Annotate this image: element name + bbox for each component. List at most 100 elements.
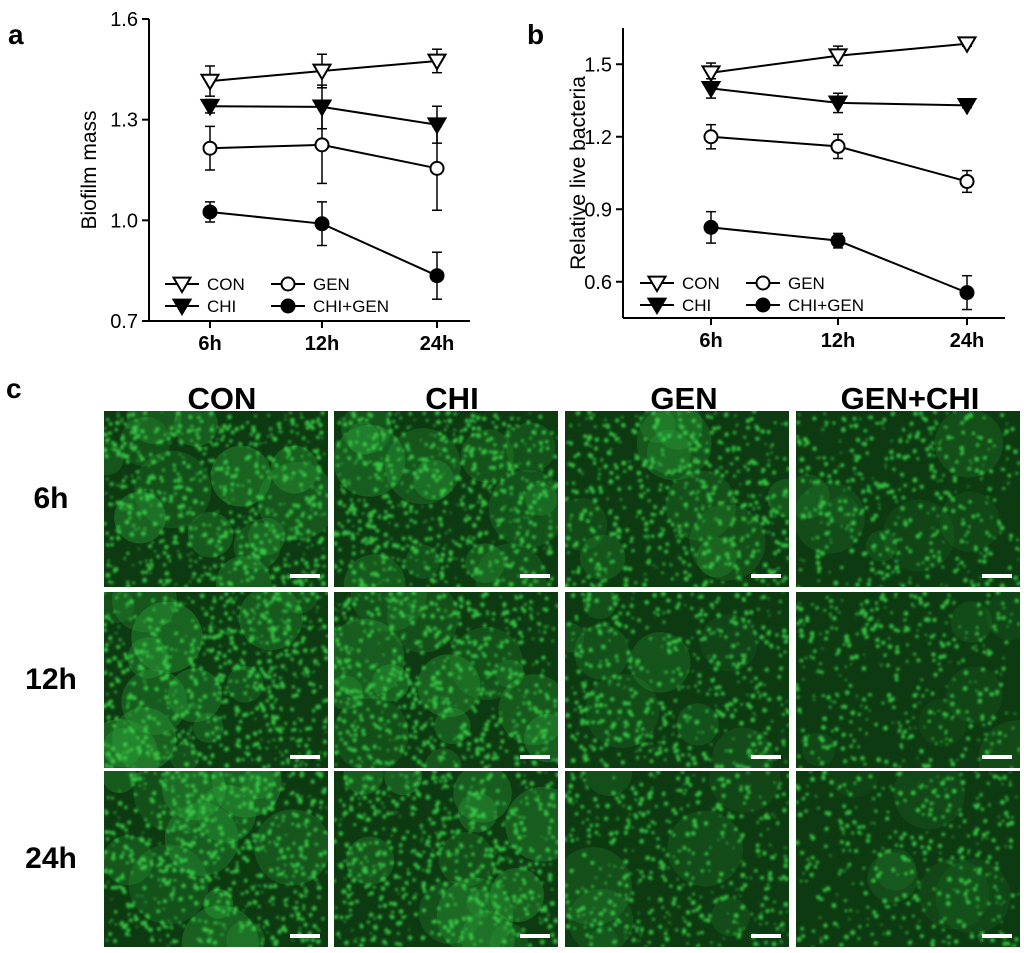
data-point [314, 216, 330, 232]
biofilm-mass-chart: a 0.7 1.0 1.3 1.6 6h 12h 24h Biofilm mass CON CHI… [8, 9, 470, 355]
fluorescence-patch [589, 926, 619, 947]
legend-marker [280, 298, 296, 314]
fluorescence-patch [585, 771, 632, 797]
legend-item: GEN [271, 275, 350, 294]
data-point [426, 53, 448, 71]
data-point [202, 204, 218, 220]
fluorescence-patch [580, 534, 626, 580]
y-tick-label: 0.7 [110, 311, 138, 333]
fluorescence-patch [104, 771, 137, 794]
fluorescence-patch [582, 592, 617, 620]
legend-item: CHI [165, 297, 236, 317]
fluorescence-patch [460, 910, 516, 947]
data-point [199, 73, 221, 92]
scale-bar [520, 934, 550, 938]
row-header: 6h [33, 482, 69, 515]
y-axis-title: Biofilm mass [78, 110, 101, 229]
fluorescence-patch [254, 809, 328, 886]
legend-label: CHI+GEN [313, 297, 389, 316]
fluorescence-patch [341, 411, 392, 455]
fluorescence-patch [498, 674, 558, 746]
fluorescence-patch [490, 868, 545, 923]
micrograph-image [334, 411, 558, 587]
micrograph-image [796, 592, 1020, 768]
fluorescence-patch [270, 445, 319, 494]
fluorescence-patch [181, 905, 259, 947]
fluorescence-patch [524, 713, 558, 763]
fluorescence-patch [346, 422, 380, 455]
legend-label: GEN [313, 275, 350, 294]
series-gen [202, 105, 445, 212]
fluorescence-patch [203, 888, 234, 919]
fluorescence-patch [525, 483, 558, 516]
micrograph-content [565, 771, 789, 947]
fluorescence-patch [639, 411, 676, 443]
fluorescence-patch [654, 411, 703, 450]
scale-bar [982, 755, 1012, 759]
scale-bar [290, 934, 320, 938]
legend-marker [171, 298, 193, 317]
fluorescence-patch [505, 422, 556, 473]
scale-bar [520, 574, 550, 578]
fluorescence-patch [801, 732, 836, 767]
bacteria-speckles [334, 592, 558, 768]
fluorescence-patch [585, 673, 660, 749]
series-con [199, 48, 448, 97]
fluorescence-patch [133, 450, 212, 529]
micrograph-image [334, 592, 558, 768]
fluorescence-patch [350, 592, 427, 632]
chart-a-layer: 0.7 1.0 1.3 1.6 6h 12h 24h Biofilm mass CON CHI GE… [78, 9, 470, 355]
data-point [199, 98, 221, 117]
micrograph-content [334, 592, 558, 768]
fluorescence-patch [257, 461, 328, 541]
fluorescence-patch [505, 786, 558, 862]
fluorescence-patch [104, 835, 154, 886]
bacteria-speckles [334, 771, 558, 947]
panel-letter-a: a [8, 19, 24, 50]
fluorescence-patch [211, 771, 282, 818]
micrograph-content [104, 771, 328, 947]
y-tick-label: 1.6 [110, 9, 138, 31]
fluorescence-patch [574, 624, 630, 680]
legend: CON CHI GEN CHI+GEN [165, 275, 389, 317]
column-header: GEN+CHI [840, 381, 980, 416]
fluorescence-patch [334, 696, 409, 768]
fluorescence-patch [384, 771, 423, 796]
fluorescence-patch [565, 497, 608, 551]
fluorescence-patch [450, 627, 524, 701]
bacteria-speckles [565, 411, 789, 587]
fluorescence-patch [187, 512, 234, 558]
fluorescence-patch [667, 810, 744, 887]
fluorescence-patch [164, 802, 239, 876]
row-header: 24h [25, 842, 77, 875]
micrograph-content [104, 592, 328, 768]
column-header: CON [187, 381, 257, 416]
column-header: CHI [425, 381, 479, 416]
scale-bar [751, 574, 781, 578]
fluorescence-patch [935, 859, 1011, 934]
legend-label: CON [207, 275, 245, 294]
fluorescence-patch [946, 666, 1003, 724]
micrograph-image [104, 771, 328, 947]
micrograph-background [334, 592, 558, 768]
micrograph-content [104, 411, 328, 587]
micrograph-content [334, 411, 558, 587]
micrograph-background [334, 771, 558, 947]
scale-bar [290, 755, 320, 759]
fluorescence-patch [711, 897, 750, 937]
fluorescence-patch [918, 858, 990, 930]
fluorescence-patch [796, 474, 830, 519]
micrograph-image [565, 411, 789, 587]
fluorescence-patch [489, 923, 529, 947]
scale-bar [982, 934, 1012, 938]
data-point [314, 137, 330, 153]
micrograph-image [565, 771, 789, 947]
data-point [202, 140, 218, 156]
bacteria-speckles [796, 592, 1020, 768]
legend-label: CHI [207, 297, 236, 316]
micrograph-content [796, 771, 1020, 947]
fluorescence-patch [386, 592, 459, 653]
bacteria-speckles [565, 592, 789, 768]
fluorescence-patch [226, 665, 264, 703]
micrograph-image [104, 411, 328, 587]
